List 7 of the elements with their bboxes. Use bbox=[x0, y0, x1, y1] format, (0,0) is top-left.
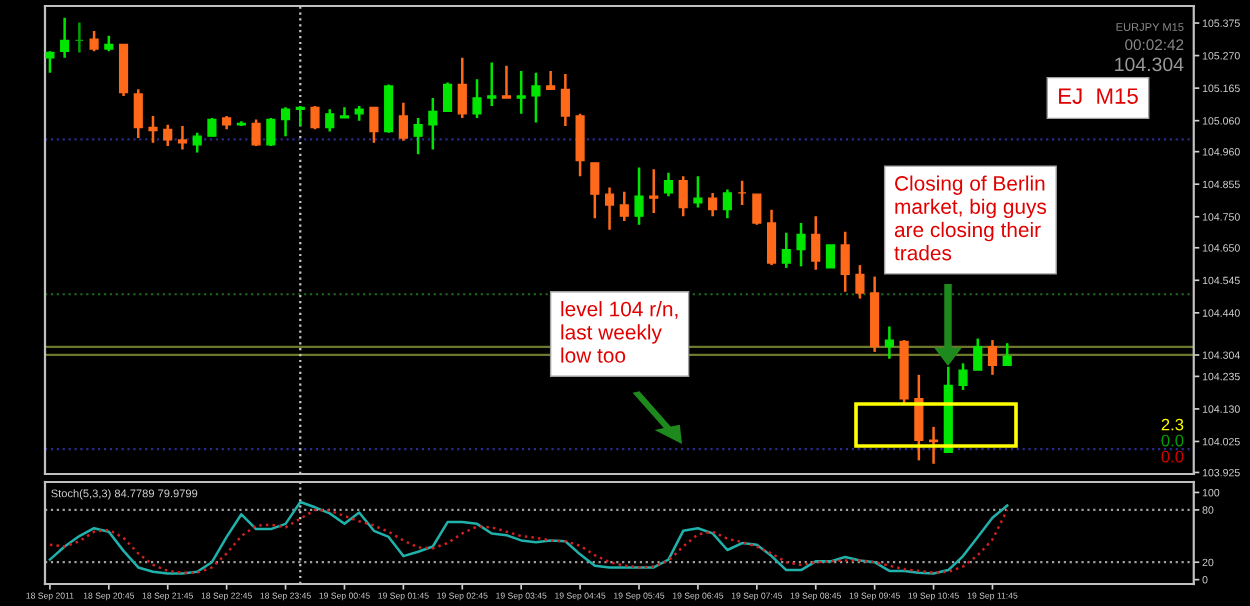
annotation: 0.0 bbox=[1161, 434, 1184, 447]
annotation: Closing of Berlin market, big guys are closing their trades bbox=[894, 175, 1047, 261]
annotation: 0.0 bbox=[1161, 450, 1184, 463]
annotation: EJ M15 bbox=[1059, 88, 1138, 104]
annotation: 2.3 bbox=[1161, 418, 1184, 431]
annotation: level 104 r/n, last weekly low too bbox=[561, 301, 678, 363]
annotation: 104.304 bbox=[1115, 57, 1184, 72]
